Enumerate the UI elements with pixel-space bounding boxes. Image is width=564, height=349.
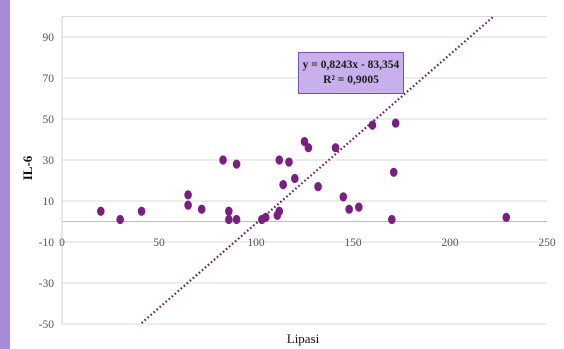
x-tick-label: 200 bbox=[441, 237, 459, 249]
data-point bbox=[368, 120, 377, 130]
data-point bbox=[331, 143, 340, 153]
data-point bbox=[137, 206, 146, 216]
data-point bbox=[279, 180, 287, 190]
data-point bbox=[304, 143, 313, 153]
data-point bbox=[97, 206, 105, 216]
y-tick-label: 90 bbox=[43, 32, 55, 44]
y-tick-label: -50 bbox=[39, 319, 55, 331]
data-point bbox=[232, 214, 241, 225]
data-point bbox=[184, 190, 192, 200]
data-point bbox=[391, 118, 400, 128]
data-point bbox=[219, 155, 227, 165]
x-tick-label: 250 bbox=[538, 237, 556, 249]
data-point bbox=[355, 202, 363, 212]
y-tick-label: 10 bbox=[43, 196, 55, 208]
data-points bbox=[97, 118, 511, 225]
data-point bbox=[291, 173, 299, 184]
x-tick-label: 0 bbox=[59, 237, 65, 249]
y-tick-label: 30 bbox=[43, 155, 55, 167]
trendline-r-squared: R² = 0,9005 bbox=[323, 74, 379, 86]
y-tick-label: 70 bbox=[43, 73, 55, 85]
data-point bbox=[232, 159, 241, 169]
y-tick-label: -30 bbox=[39, 278, 55, 290]
data-point bbox=[314, 182, 322, 192]
x-tick-label: 100 bbox=[247, 237, 265, 249]
data-point bbox=[225, 206, 233, 216]
data-point bbox=[339, 192, 348, 202]
y-axis-title: IL-6 bbox=[20, 155, 35, 180]
tick-labels: 90 70 50 30 10 -10 -30 -50 0 50 100 150 200 250 bbox=[39, 32, 556, 331]
trendline-equation: y = 0,8243x - 83,354 bbox=[302, 59, 400, 71]
left-accent-strip bbox=[0, 0, 10, 349]
data-point bbox=[502, 212, 511, 222]
data-point bbox=[261, 212, 270, 222]
data-point bbox=[345, 204, 353, 214]
gridlines bbox=[62, 16, 547, 325]
data-point bbox=[275, 155, 284, 165]
trendline-equation-box: y = 0,8243x - 83,354 R² = 0,9005 bbox=[298, 52, 404, 94]
data-point bbox=[388, 214, 396, 225]
trendline bbox=[140, 16, 494, 324]
data-point bbox=[389, 167, 398, 177]
trendline-layer bbox=[140, 16, 494, 324]
x-tick-label: 150 bbox=[344, 237, 362, 249]
y-tick-label: 50 bbox=[43, 114, 55, 126]
x-tick-label: 50 bbox=[153, 237, 165, 249]
axes bbox=[61, 16, 547, 324]
data-point bbox=[285, 157, 293, 167]
data-point bbox=[275, 206, 284, 216]
x-axis-title: Lipasi bbox=[287, 331, 320, 346]
data-point bbox=[116, 214, 124, 225]
y-tick-label: -10 bbox=[39, 237, 55, 249]
data-point bbox=[184, 200, 192, 210]
data-point bbox=[197, 204, 206, 214]
data-point bbox=[225, 214, 233, 225]
